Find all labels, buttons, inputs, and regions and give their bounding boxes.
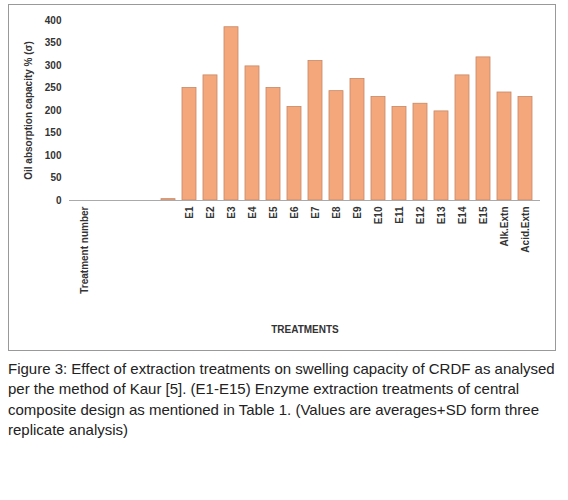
svg-text:E12: E12 bbox=[415, 206, 426, 224]
svg-text:E1: E1 bbox=[184, 206, 195, 219]
svg-text:150: 150 bbox=[45, 127, 62, 138]
svg-text:E13: E13 bbox=[436, 206, 447, 224]
svg-text:400: 400 bbox=[45, 15, 62, 26]
svg-text:100: 100 bbox=[45, 150, 62, 161]
svg-text:TREATMENTS: TREATMENTS bbox=[271, 324, 339, 335]
svg-text:Treatment number: Treatment number bbox=[79, 206, 90, 293]
svg-text:Acid.Extn: Acid.Extn bbox=[520, 207, 531, 253]
svg-text:E2: E2 bbox=[205, 206, 216, 219]
svg-text:E9: E9 bbox=[352, 206, 363, 219]
svg-text:Alk.Extn: Alk.Extn bbox=[499, 207, 510, 247]
html-text:Figure 3: Effect of extraction: Figure 3: Effect of extraction treatment… bbox=[8, 360, 555, 438]
svg-text:300: 300 bbox=[45, 60, 62, 71]
svg-text:E15: E15 bbox=[478, 206, 489, 224]
svg-text:350: 350 bbox=[45, 37, 62, 48]
svg-text:E8: E8 bbox=[331, 206, 342, 219]
svg-text:Oil absorption capacity % (σ): Oil absorption capacity % (σ) bbox=[23, 41, 34, 180]
svg-text:E3: E3 bbox=[226, 206, 237, 219]
svg-text:E4: E4 bbox=[247, 206, 258, 219]
svg-text:200: 200 bbox=[45, 105, 62, 116]
svg-text:E5: E5 bbox=[268, 206, 279, 219]
svg-text:0: 0 bbox=[56, 195, 62, 206]
svg-text:E7: E7 bbox=[310, 206, 321, 219]
svg-text:250: 250 bbox=[45, 82, 62, 93]
svg-text:E10: E10 bbox=[373, 206, 384, 224]
svg-text:E6: E6 bbox=[289, 206, 300, 219]
svg-text:50: 50 bbox=[50, 172, 62, 183]
svg-text:E11: E11 bbox=[394, 206, 405, 224]
svg-text:E14: E14 bbox=[457, 206, 468, 224]
